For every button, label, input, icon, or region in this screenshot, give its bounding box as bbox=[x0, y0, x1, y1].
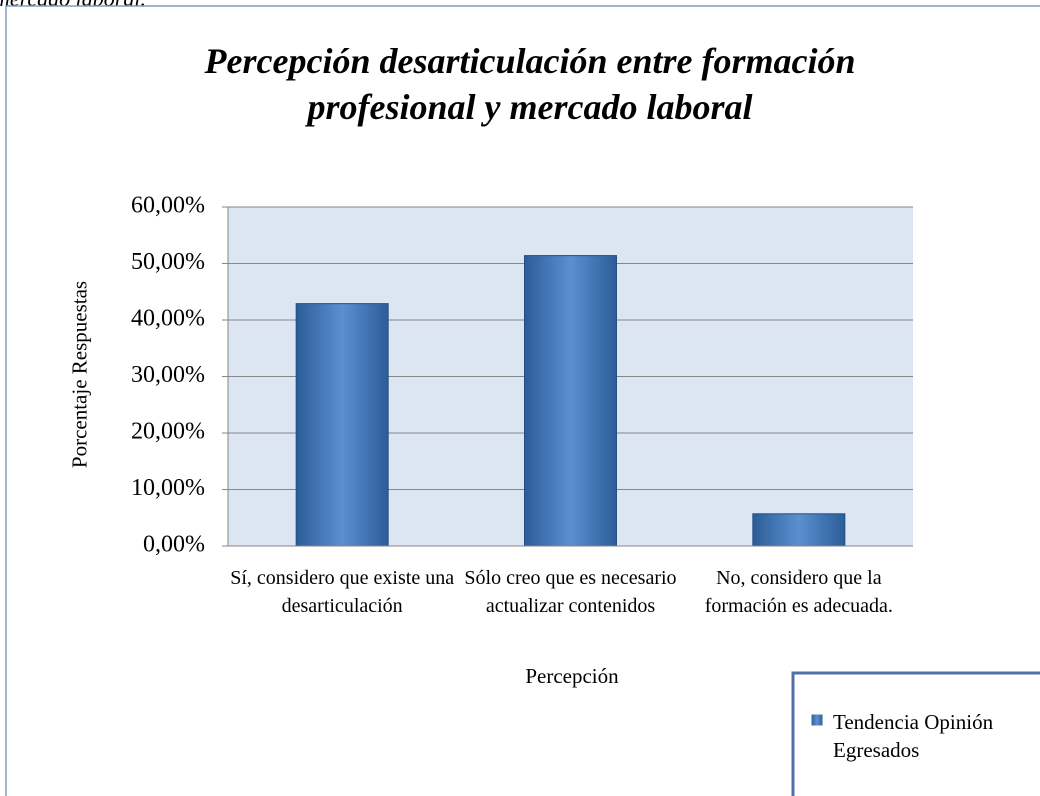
y-tick-label: 50,00% bbox=[131, 249, 205, 275]
y-tick-label: 30,00% bbox=[131, 362, 205, 388]
x-tick-label: Sólo creo que es necesario actualizar co… bbox=[464, 567, 677, 617]
chart-title: Percepción desarticulación entre formaci… bbox=[204, 41, 856, 127]
y-tick-label: 20,00% bbox=[131, 419, 205, 445]
legend-swatch bbox=[810, 713, 824, 727]
bar bbox=[295, 303, 389, 547]
y-tick-label: 60,00% bbox=[131, 193, 205, 219]
y-axis-title: Porcentaje Respuestas bbox=[67, 280, 92, 469]
x-tick-label: No, considero que la formación es adecua… bbox=[704, 567, 893, 617]
y-tick-label: 0,00% bbox=[143, 532, 205, 558]
legend-box bbox=[791, 671, 1040, 796]
x-axis-title: Percepción bbox=[525, 664, 619, 688]
chart-border bbox=[5, 5, 1040, 796]
x-tick-label: Sí, considero que existe una desarticula… bbox=[230, 567, 455, 617]
y-tick-label: 40,00% bbox=[131, 306, 205, 332]
bar bbox=[752, 513, 846, 547]
y-tick-label: 10,00% bbox=[131, 475, 205, 501]
legend-label: Tendencia Opinión Egresados bbox=[833, 710, 994, 762]
bar bbox=[524, 255, 617, 547]
